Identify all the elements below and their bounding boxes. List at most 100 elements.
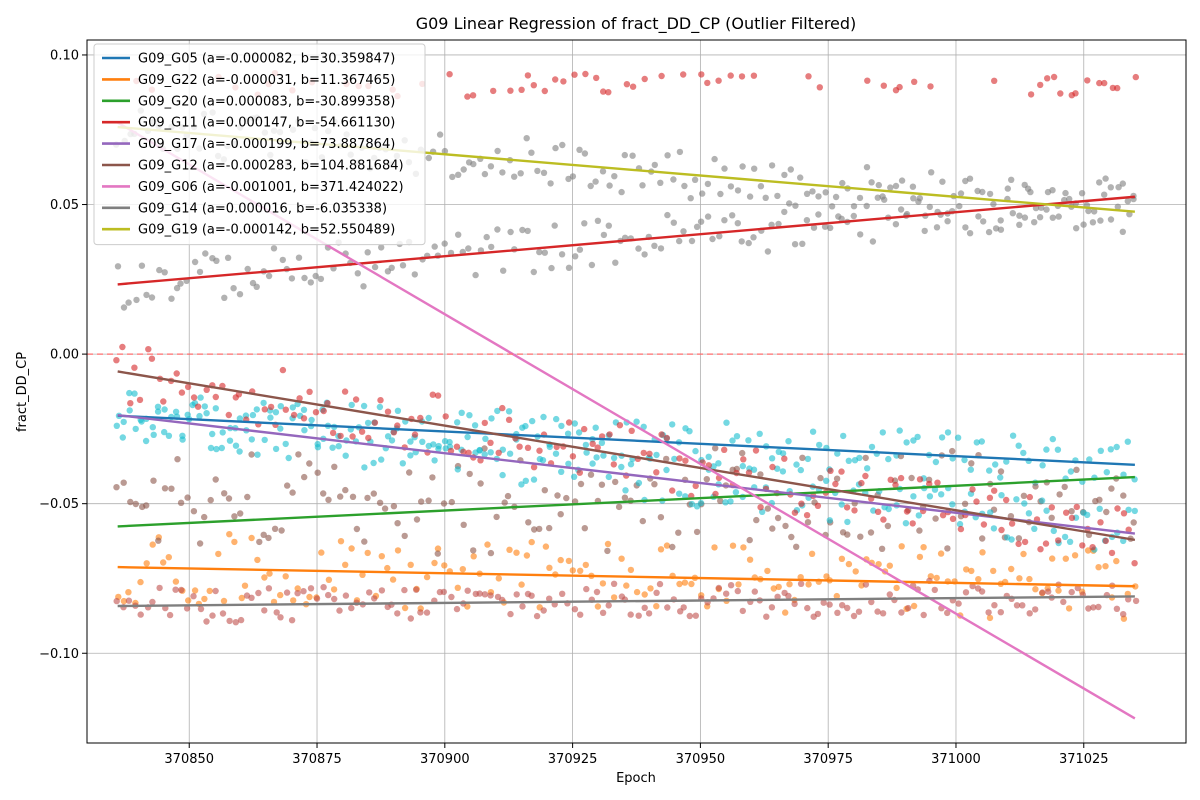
scatter-point — [939, 178, 946, 185]
scatter-point — [723, 590, 730, 597]
scatter-point — [471, 422, 479, 429]
scatter-point — [267, 403, 275, 411]
scatter-point — [791, 509, 799, 516]
scatter-point — [488, 243, 495, 251]
scatter-point — [997, 609, 1004, 616]
scatter-point — [149, 424, 156, 431]
scatter-point — [850, 203, 858, 210]
scatter-point — [990, 525, 998, 532]
scatter-point — [173, 284, 181, 292]
scatter-point — [840, 432, 847, 440]
scatter-point — [834, 609, 841, 616]
scatter-point — [998, 526, 1005, 534]
scatter-point — [653, 589, 660, 596]
scatter-point — [774, 514, 782, 522]
scatter-point — [956, 202, 963, 210]
scatter-point — [442, 413, 449, 420]
scatter-point — [288, 617, 296, 624]
scatter-point — [388, 437, 396, 444]
scatter-point — [481, 591, 489, 598]
scatter-point — [342, 561, 349, 568]
scatter-point — [998, 492, 1005, 499]
legend-entry: G09_G11 (a=0.000147, b=-54.661130) — [138, 116, 395, 131]
scatter-point — [843, 504, 851, 511]
scatter-point — [576, 246, 584, 253]
scatter-point — [524, 72, 532, 79]
scatter-point — [1038, 497, 1046, 504]
scatter-point — [657, 245, 665, 252]
scatter-point — [1095, 564, 1102, 571]
scatter-point — [799, 240, 806, 247]
scatter-point — [768, 604, 776, 611]
scatter-point — [460, 448, 467, 455]
scatter-point — [1008, 520, 1016, 527]
regression-line — [117, 413, 1136, 535]
scatter-point — [785, 592, 792, 600]
scatter-point — [270, 245, 278, 252]
scatter-point — [336, 607, 343, 614]
scatter-point — [828, 203, 836, 210]
scatter-point — [413, 586, 420, 593]
scatter-point — [934, 479, 941, 486]
scatter-point — [318, 549, 325, 556]
scatter-point — [511, 173, 518, 180]
scatter-point — [390, 429, 398, 436]
scatter-point — [241, 582, 249, 589]
scatter-point — [361, 464, 368, 471]
scatter-point — [618, 188, 625, 196]
scatter-point — [817, 474, 824, 482]
scatter-point — [879, 429, 886, 436]
scatter-point — [417, 609, 424, 616]
scatter-point — [288, 275, 296, 282]
scatter-point — [1119, 180, 1127, 187]
scatter-point — [803, 190, 811, 197]
scatter-point — [215, 550, 222, 558]
scatter-point — [779, 468, 787, 475]
scatter-point — [739, 449, 746, 457]
scatter-point — [540, 607, 547, 614]
scatter-point — [874, 508, 882, 515]
scatter-point — [384, 408, 392, 415]
scatter-point — [495, 449, 502, 456]
scatter-point — [686, 612, 693, 620]
scatter-point — [534, 167, 541, 175]
scatter-point — [844, 531, 851, 538]
scatter-point — [1084, 547, 1092, 554]
scatter-point — [126, 389, 133, 397]
scatter-point — [546, 564, 553, 571]
scatter-point — [488, 415, 495, 422]
scatter-point — [1101, 191, 1108, 198]
scatter-point — [557, 511, 564, 518]
scatter-point — [757, 183, 765, 190]
scatter-point — [265, 585, 273, 592]
scatter-point — [174, 456, 181, 463]
scatter-point — [669, 543, 676, 551]
scatter-point — [722, 499, 729, 506]
scatter-point — [739, 607, 746, 615]
scatter-point — [963, 566, 970, 573]
scatter-point — [1042, 540, 1050, 547]
scatter-point — [992, 461, 999, 468]
scatter-point — [530, 464, 538, 471]
scatter-point — [325, 591, 332, 599]
scatter-point — [986, 467, 993, 474]
scatter-point — [1016, 212, 1023, 219]
scatter-point — [610, 594, 618, 601]
scatter-point — [470, 547, 477, 554]
scatter-point — [750, 234, 757, 241]
scatter-point — [1113, 443, 1120, 451]
scatter-point — [559, 590, 566, 597]
scatter-point — [600, 88, 607, 95]
scatter-point — [394, 422, 401, 429]
scatter-point — [150, 431, 157, 438]
scatter-point — [221, 490, 228, 497]
scatter-point — [949, 447, 956, 455]
scatter-point — [1114, 505, 1121, 512]
scatter-point — [161, 406, 168, 413]
scatter-point — [1049, 435, 1057, 443]
scatter-point — [949, 515, 957, 522]
scatter-point — [886, 562, 893, 569]
scatter-point — [868, 598, 875, 606]
scatter-point — [285, 454, 292, 462]
scatter-point — [236, 448, 243, 455]
